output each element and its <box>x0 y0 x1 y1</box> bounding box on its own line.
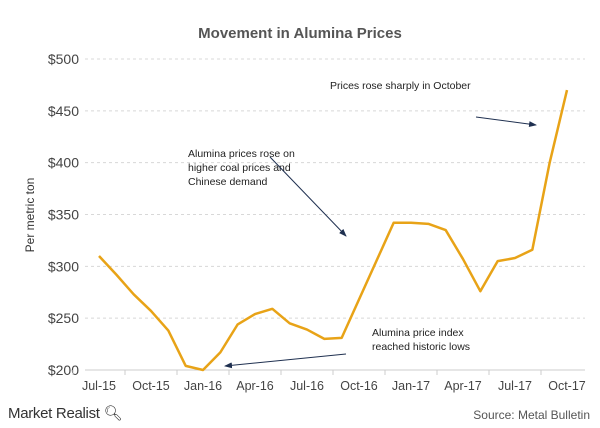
annotation-arrow <box>475 116 537 128</box>
annotation-text: higher coal prices and <box>188 162 291 174</box>
x-tick-label: Jul-16 <box>290 379 324 393</box>
x-tick-label: Jul-15 <box>82 379 116 393</box>
x-tick-label: Jan-16 <box>184 379 222 393</box>
x-tick-label: Oct-17 <box>548 379 586 393</box>
x-tick-label: Jan-17 <box>392 379 430 393</box>
market-realist-logo: Market Realist 🔍︎ <box>8 404 123 422</box>
annotation-text: Alumina prices rose on <box>188 148 295 160</box>
x-tick-label: Oct-16 <box>340 379 378 393</box>
price-line <box>98 89 569 372</box>
y-tick-label: $450 <box>48 103 79 119</box>
y-tick-label: $250 <box>48 310 79 326</box>
x-tick-label: Apr-16 <box>236 379 274 393</box>
chart-title: Movement in Alumina Prices <box>198 25 402 42</box>
y-tick-label: $300 <box>48 258 79 274</box>
magnifier-icon: 🔍︎ <box>103 405 123 422</box>
y-tick-label: $400 <box>48 155 79 171</box>
x-tick-label: Jul-17 <box>498 379 532 393</box>
source-note: Source: Metal Bulletin <box>473 408 590 422</box>
logo-text: Market Realist <box>8 405 100 422</box>
y-tick-label: $200 <box>48 362 79 378</box>
annotation-text: Chinese demand <box>188 176 268 188</box>
annotation-text: reached historic lows <box>372 341 470 353</box>
annotation-arrow <box>269 156 347 237</box>
y-axis-label: Per metric ton <box>23 178 37 253</box>
x-tick-label: Apr-17 <box>444 379 482 393</box>
annotation-text: Alumina price index <box>372 327 464 339</box>
annotation-text: Prices rose sharply in October <box>330 80 471 92</box>
annotation-arrow <box>224 353 347 369</box>
y-tick-label: $500 <box>48 51 79 67</box>
x-tick-label: Oct-15 <box>132 379 170 393</box>
y-tick-label: $350 <box>48 207 79 223</box>
